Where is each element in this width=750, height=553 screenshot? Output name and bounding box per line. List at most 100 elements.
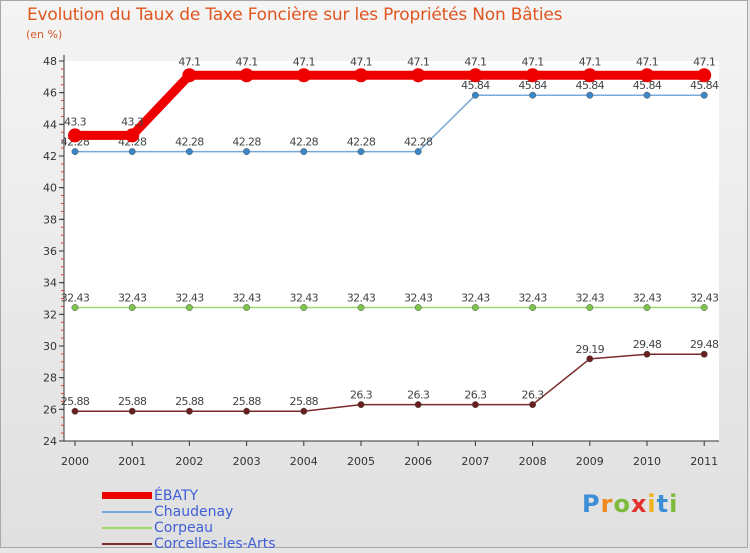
y-tick-label: 24 <box>43 435 57 448</box>
data-point <box>414 304 422 311</box>
logo-letter: x <box>630 490 648 518</box>
data-label: 26.3 <box>464 389 487 402</box>
data-label: 26.3 <box>407 389 430 402</box>
series-line <box>74 94 705 153</box>
data-point <box>71 407 79 415</box>
data-point <box>243 407 251 415</box>
legend-swatch <box>102 527 152 529</box>
data-label: 47.1 <box>350 55 372 68</box>
data-point <box>525 68 540 83</box>
series-line <box>70 70 709 140</box>
data-point <box>471 91 479 99</box>
data-point <box>529 304 537 311</box>
series-corpeau: 32.43 32.43 32.43 32.43 32.43 32.43 32.43 32.43… <box>61 292 720 311</box>
x-tick-label: 2002 <box>175 455 203 468</box>
x-tick-label: 2008 <box>519 455 547 468</box>
data-point <box>128 304 136 311</box>
data-label: 47.1 <box>464 55 486 68</box>
data-point <box>128 148 136 156</box>
legend-swatch <box>102 492 152 499</box>
data-point <box>300 304 308 311</box>
logo-letter: o <box>613 490 631 518</box>
data-point <box>185 407 193 415</box>
data-point <box>300 148 308 156</box>
chart-unit-label: (en %) <box>26 28 63 41</box>
data-label: 43.3 <box>64 115 87 128</box>
y-tick-label: 32 <box>43 308 57 321</box>
data-point <box>243 304 251 311</box>
data-point <box>357 304 365 311</box>
chart-title: Evolution du Taux de Taxe Foncière sur l… <box>27 5 563 25</box>
data-label: 25.88 <box>118 395 147 408</box>
x-tick-label: 2000 <box>61 455 89 468</box>
data-label: 47.1 <box>693 55 715 68</box>
data-point <box>414 148 422 156</box>
logo-letter: i <box>647 490 657 518</box>
data-point <box>643 350 651 358</box>
data-point <box>414 401 422 409</box>
data-point <box>529 91 537 99</box>
data-label: 32.43 <box>232 292 261 305</box>
y-tick-label: 30 <box>43 340 57 353</box>
data-point <box>586 304 594 311</box>
series-ebaty: 43.3 43.3 47.1 47.1 47.1 47.1 47.1 47.1 47.1 47.1… <box>64 55 716 143</box>
data-label: 32.43 <box>290 292 319 305</box>
legend-label: Chaudenay <box>154 504 234 520</box>
data-label: 42.28 <box>347 136 376 149</box>
data-label: 32.43 <box>347 292 376 305</box>
data-point <box>468 68 483 83</box>
x-tick-label: 2005 <box>347 455 375 468</box>
y-tick-label: 44 <box>43 118 57 131</box>
data-label: 32.43 <box>518 292 547 305</box>
data-label: 32.43 <box>633 292 662 305</box>
data-point <box>239 68 254 83</box>
data-point <box>182 68 197 83</box>
x-tick-label: 2007 <box>461 455 489 468</box>
data-point <box>700 91 708 99</box>
y-tick-label: 42 <box>43 150 57 163</box>
data-point <box>68 128 82 143</box>
data-label: 42.28 <box>232 136 261 149</box>
data-point <box>128 407 136 415</box>
x-tick-label: 2011 <box>690 455 718 468</box>
data-point <box>71 148 79 156</box>
data-label: 45.84 <box>576 79 605 92</box>
data-label: 29.48 <box>633 338 662 351</box>
data-label: 45.84 <box>461 79 490 92</box>
data-point <box>411 68 426 83</box>
data-label: 25.88 <box>290 395 319 408</box>
data-point <box>357 148 365 156</box>
x-tick-label: 2006 <box>404 455 432 468</box>
data-label: 42.28 <box>175 136 204 149</box>
data-point <box>185 148 193 156</box>
data-label: 32.43 <box>461 292 490 305</box>
data-point <box>643 91 651 99</box>
data-point <box>357 401 365 409</box>
legend-swatch <box>102 511 152 513</box>
y-tick-label: 48 <box>43 55 57 68</box>
logo-letter: P <box>582 490 601 518</box>
data-label: 47.1 <box>579 55 601 68</box>
data-point <box>529 401 537 409</box>
legend-label: ÉBATY <box>154 488 199 504</box>
data-label: 25.88 <box>232 395 261 408</box>
data-label: 26.3 <box>522 389 545 402</box>
data-point <box>125 128 140 143</box>
data-point <box>586 355 594 363</box>
data-point <box>697 68 712 83</box>
data-label: 47.1 <box>293 55 315 68</box>
x-tick-label: 2001 <box>118 455 146 468</box>
data-point <box>643 304 651 311</box>
plot-area <box>64 61 719 441</box>
legend-label: Corcelles-les-Arts <box>154 536 276 552</box>
data-label: 47.1 <box>522 55 544 68</box>
x-tick-label: 2003 <box>233 455 261 468</box>
series-chaudenay: 42.2842.2842.2842.2842.2842.2842.2845.84… <box>61 79 720 156</box>
proxiti-logo: Proxiti <box>582 490 678 518</box>
data-point <box>243 148 251 156</box>
data-label: 47.1 <box>636 55 658 68</box>
y-tick-label: 34 <box>43 277 57 290</box>
data-label: 29.19 <box>576 343 605 356</box>
data-label: 45.84 <box>518 79 547 92</box>
data-label: 45.84 <box>690 79 719 92</box>
